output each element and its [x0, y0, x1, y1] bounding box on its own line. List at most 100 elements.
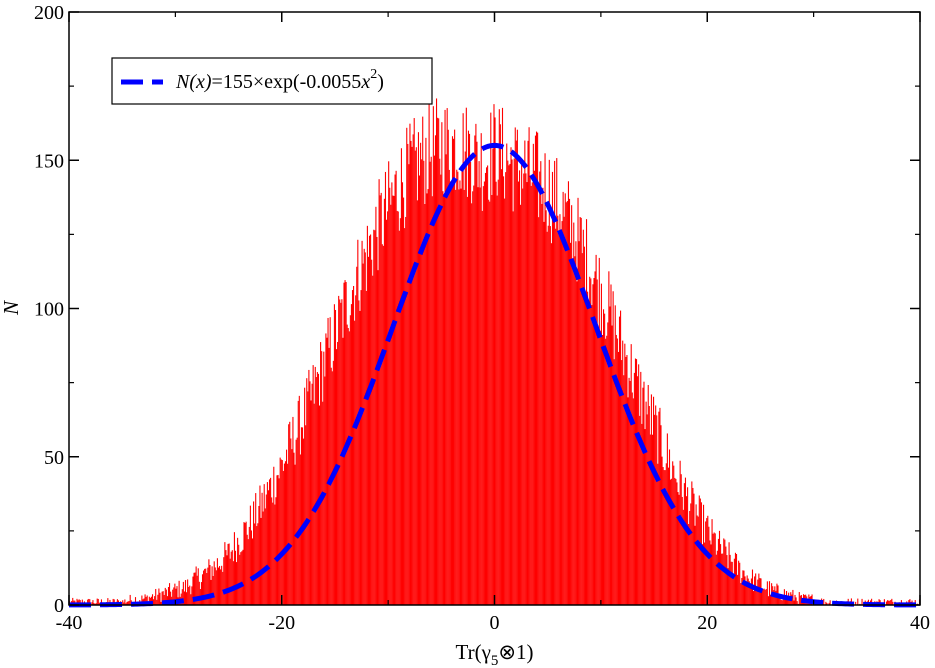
histogram-bar: [175, 588, 177, 605]
histogram-bar: [871, 598, 873, 605]
histogram-bar: [485, 167, 488, 605]
histogram-bar: [629, 380, 631, 605]
histogram-bar: [134, 597, 137, 605]
histogram-bar: [608, 271, 610, 605]
histogram-bar: [265, 494, 267, 605]
histogram-bar: [275, 497, 277, 605]
histogram-bar: [580, 217, 582, 605]
histogram-bar: [420, 142, 422, 606]
histogram-bar: [364, 252, 366, 605]
histogram-bar: [470, 161, 472, 605]
histogram-bar: [567, 181, 569, 605]
histogram-bar: [196, 575, 198, 605]
histogram-bar: [637, 376, 639, 605]
histogram-bar: [359, 310, 361, 605]
histogram-bar: [253, 501, 255, 605]
histogram-bar: [406, 127, 408, 606]
histogram-bar: [537, 132, 539, 605]
histogram-bar: [155, 588, 157, 605]
histogram-bar: [209, 564, 211, 605]
histogram-bar: [726, 555, 728, 605]
histogram-bar: [397, 211, 399, 605]
histogram-bar: [151, 594, 154, 605]
histogram-bar: [730, 561, 732, 605]
histogram-bar: [551, 171, 554, 605]
histogram-bar: [415, 147, 417, 605]
histogram-bar: [792, 589, 794, 605]
histogram-bar: [343, 282, 345, 605]
histogram-bar: [453, 138, 455, 606]
histogram-bar: [694, 525, 696, 605]
histogram-bar: [382, 245, 384, 605]
histogram-bar: [565, 202, 567, 605]
histogram-bar: [554, 160, 556, 605]
histogram-bar: [595, 254, 597, 605]
histogram-bar: [200, 582, 203, 605]
histogram-bar: [566, 201, 568, 605]
histogram-bar: [684, 477, 687, 605]
legend: N(x)=155×exp(-0.0055x2): [111, 57, 433, 105]
histogram-bar: [689, 510, 691, 605]
histogram-bar: [259, 485, 261, 605]
histogram-bar: [163, 594, 165, 605]
histogram-bar: [195, 566, 197, 605]
histogram-bar: [599, 330, 601, 605]
x-tick-label: 20: [697, 612, 717, 634]
histogram-bar: [693, 493, 695, 605]
histogram-bar: [264, 508, 266, 605]
histogram-bar: [658, 411, 660, 605]
y-axis-title: N: [0, 300, 23, 316]
histogram-bar: [425, 137, 427, 605]
histogram-bar: [248, 526, 250, 605]
histogram-bar: [183, 591, 185, 605]
histogram-bar: [663, 470, 665, 605]
histogram-bar: [160, 601, 162, 605]
histogram-bar: [738, 560, 740, 605]
histogram-bar: [261, 492, 263, 605]
histogram-bar: [366, 225, 368, 605]
histogram-bar: [649, 434, 651, 605]
histogram-bar: [333, 304, 335, 605]
histogram-bar: [339, 299, 341, 605]
histogram-bar: [424, 204, 426, 605]
histogram-bar: [657, 463, 659, 605]
histogram-bar: [232, 561, 234, 605]
histogram-bar: [159, 592, 161, 605]
histogram-bar: [538, 217, 540, 605]
histogram-bar: [438, 118, 440, 605]
histogram-bar: [378, 179, 380, 606]
histogram-bar: [756, 591, 758, 605]
histogram-bar: [676, 482, 678, 605]
histogram-bar: [193, 572, 195, 605]
histogram-bar: [475, 123, 477, 606]
histogram-bar: [234, 550, 237, 605]
histogram-bar: [589, 276, 591, 605]
histogram-bar: [332, 360, 334, 605]
histogram-bar: [614, 305, 616, 605]
histogram-bar: [297, 400, 299, 605]
histogram-bar: [625, 356, 627, 605]
histogram-bar: [362, 263, 364, 605]
histogram-bar: [435, 98, 438, 606]
histogram-bar: [668, 449, 671, 605]
histogram-bar: [710, 544, 712, 605]
histogram-bar: [529, 175, 531, 605]
histogram-bar: [825, 601, 827, 605]
histogram-bar: [432, 106, 434, 606]
histogram-bar: [353, 285, 355, 605]
histogram-bar: [229, 558, 231, 605]
histogram-bar: [164, 587, 166, 605]
histogram-bar: [727, 568, 729, 605]
histogram-bar: [226, 555, 228, 605]
histogram-bar: [368, 235, 371, 605]
histogram-bar: [707, 515, 709, 605]
histogram-bar: [555, 228, 557, 605]
histogram-bar: [305, 425, 307, 605]
histogram-bar: [531, 182, 533, 605]
histogram-bar: [690, 503, 692, 605]
histogram-bar: [525, 173, 527, 605]
histogram-bar: [501, 107, 504, 606]
histogram-bar: [398, 230, 400, 605]
histogram-bar: [775, 590, 777, 605]
histogram-bar: [705, 521, 707, 605]
